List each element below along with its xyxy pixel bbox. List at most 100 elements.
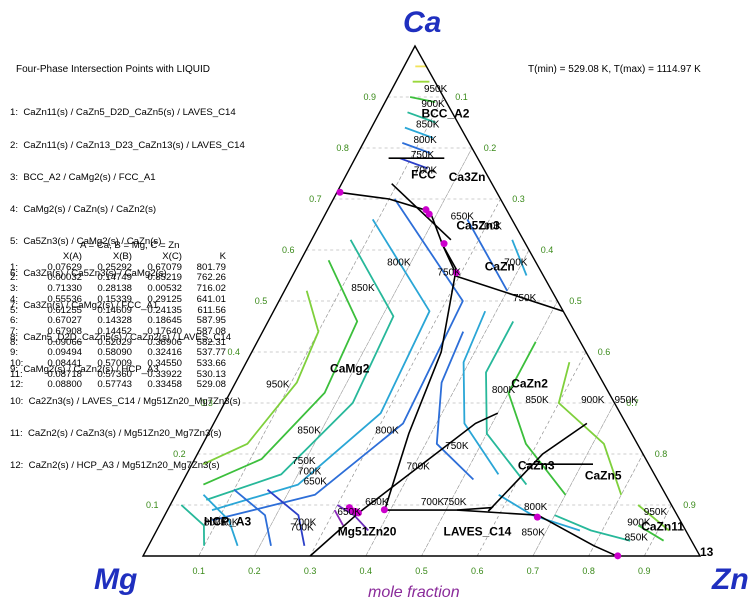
isotherm-curve [206,239,395,501]
phase-boundary [453,274,564,312]
column-header: X(A) [62,251,82,262]
isotherm-curve [485,320,528,486]
row-index: 12: [10,379,24,391]
table-cell: 0.08800 [47,379,82,391]
table-cell: 0.18645 [147,315,182,327]
phase-label: Ca3Zn [449,170,486,184]
triangle-frame [141,44,702,557]
region-labels: BCC_A2 FCC Ca3Zn Ca5Zn3 CaZn CaMg2 CaZn2 CaZn3 C… [204,84,714,559]
table-cell: 0.85219 [147,272,182,284]
table-cell: 0.57360 [97,368,132,380]
isotherm-label: 750K [215,517,239,528]
table-cell: 0.32416 [147,347,182,359]
intersection-point [440,240,448,248]
tick-label: 0.2 [484,143,497,153]
isotherm-label: 700K [293,517,317,528]
table-row: 11: 0.08718 0.57360 0.33922 530.13 [10,368,226,381]
isotherm-label: 700K [421,497,445,508]
isotherm-curve [409,96,436,103]
grid-line [309,198,501,557]
temperature-range: T(min) = 529.08 K, T(max) = 1114.97 K [528,64,701,75]
intersection-item: 11: CaZn2(s) / CaZn3(s) / Mg51Zn20_Mg7Zn… [10,428,222,440]
triangle-outline [141,44,702,557]
row-index: 7: [10,325,19,337]
table-row: 4: 0.55536 0.15339 0.29125 641.01 [10,293,226,306]
phase-boundary [391,183,452,241]
intersection-point [380,506,388,514]
table-cell: 0.61255 [47,304,82,316]
column-header: X(B) [112,251,132,262]
isotherm-label: 800K [375,426,399,437]
tick-label: 0.3 [200,398,213,408]
isotherm-label: 800K [387,257,411,268]
phase-label: HCP_A3 [204,514,252,528]
row-index: 5: [10,304,19,316]
tick-label: 0.5 [569,296,582,306]
table-cell: 0.09494 [47,347,82,359]
grid-line [476,351,587,557]
table-cell: 0.07629 [47,261,82,273]
table-header-row: X(A) X(B) X(C) K [10,251,226,263]
isotherm-label: 850K [351,283,375,294]
row-index: 3: [10,283,19,295]
row-index: 6: [10,315,19,327]
axis-ticks: 0.9 0.1 0.1 0.8 0.2 0.2 0.7 0.3 0.3 0.6 0.4 0.4 0.5 0… [146,92,696,576]
table-cell: 0.08718 [47,368,82,380]
isotherm-label: 700K [290,523,314,534]
corner-label-right: Zn [712,563,749,596]
tick-label: 0.4 [541,245,554,255]
table-cell: 529.08 [196,379,226,391]
intersection-point [452,269,460,277]
isotherm-curve [211,218,431,511]
table-cell: 0.08441 [47,358,82,370]
corner-label-top: Ca [403,6,442,39]
intersection-point [422,206,430,214]
table-row: 8: 0.09066 0.52029 0.38906 582.31 [10,336,226,349]
row-index: 10: [10,358,24,370]
table-cell: 0.33922 [147,368,182,380]
tick-label: 0.1 [192,566,205,576]
isotherm-label: 850K [525,395,549,406]
intersection-points [336,188,622,560]
row-index: 8: [10,336,19,348]
isotherm-curve [507,341,567,496]
phase-label: CaZn2 [511,377,548,391]
table-row: 7: 0.67908 0.14452 0.17640 587.08 [10,325,226,338]
isotherm-label: 750K [411,150,435,161]
isotherm-label: 800K [413,135,437,146]
intersection-item: 5: Ca5Zn3(s) / CaMg2(s) / CaZn(s) [10,235,162,247]
isotherm-curve [462,310,500,475]
table-cell: 0.55536 [47,293,82,305]
isotherm-curve [466,218,508,292]
isotherm-curve [336,504,369,532]
phase-label: CaZn3 [518,458,555,472]
intersection-list: 1: CaZn11(s) / CaZn5_D2D_CaZn5(s) / LAVE… [10,87,245,494]
isotherm-label: 900K [421,99,445,110]
isotherm-label: 650K [304,477,328,488]
grid-line [588,453,644,557]
table-cell: 611.56 [197,304,226,316]
table-cell: 0.58090 [97,347,132,359]
phase-label: CaZn5 [585,469,622,483]
phase-label: CaMg2 [330,361,370,375]
table-cell: 0.15339 [97,293,132,305]
phase-boundary [358,412,499,514]
isotherm-label: 750K [437,268,461,279]
table-cell: 0.67027 [47,315,82,327]
grid-line [532,402,615,557]
isotherm-label: 750K [292,456,316,467]
phase-label: Ca5Zn3 [456,219,500,233]
isotherm-label: 800K [524,502,548,513]
isotherm-label: 750K [443,497,467,508]
grid-line [365,249,530,557]
tick-label: 0.9 [364,92,377,102]
table-cell: 0.38906 [147,336,182,348]
isotherm-curve [266,489,306,546]
column-header: K [219,251,226,262]
phase-boundary [309,512,360,557]
phase-boundary [384,509,539,516]
isotherm-curve [435,331,475,481]
row-index: 9: [10,347,19,359]
isotherm-curve [203,259,359,486]
